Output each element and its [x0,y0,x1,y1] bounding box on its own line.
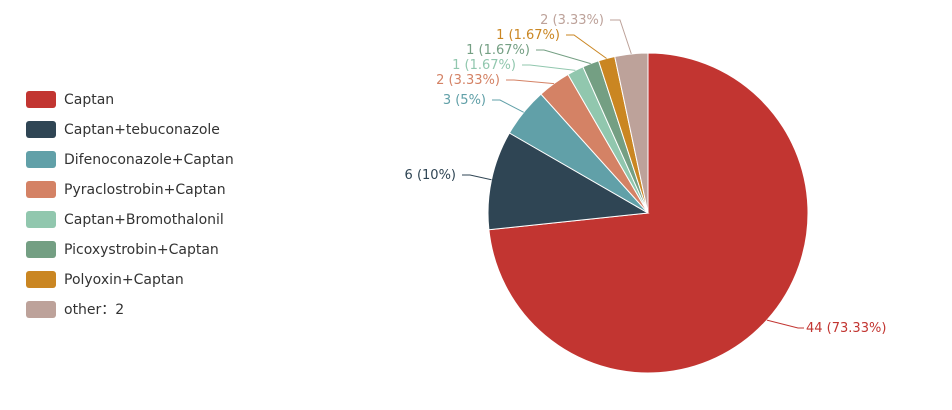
legend-item-5[interactable]: Captan+Bromothalonil [26,211,224,228]
legend-swatch-7 [26,271,56,288]
legend-item-3[interactable]: Difenoconazole+Captan [26,151,234,168]
legend-item-6[interactable]: Picoxystrobin+Captan [26,241,219,258]
legend-label-2: Captan+tebuconazole [64,122,220,138]
legend-item-1[interactable]: Captan [26,91,114,108]
slice-label-6: 1 (1.67%) [466,43,530,58]
legend-swatch-6 [26,241,56,258]
legend-swatch-5 [26,211,56,228]
slice-leader-lines [462,19,804,329]
legend-label-3: Difenoconazole+Captan [64,152,234,168]
legend: Captan Captan+tebuconazole Difenoconazole+… [26,91,234,318]
leader-line-5 [522,64,576,71]
legend-swatch-3 [26,151,56,168]
legend-item-7[interactable]: Polyoxin+Captan [26,271,184,288]
slice-label-4: 2 (3.33%) [436,73,500,88]
slice-label-1: 44 (73.33%) [806,321,886,336]
slice-label-7: 1 (1.67%) [496,28,560,43]
leader-line-6 [536,49,591,65]
leader-line-7 [566,34,607,59]
slice-label-8: 2 (3.33%) [540,13,604,28]
pie-slices [487,52,809,374]
legend-swatch-2 [26,121,56,138]
legend-item-2[interactable]: Captan+tebuconazole [26,121,220,138]
legend-label-8: other：2 [64,302,124,318]
slice-label-2: 6 (10%) [405,168,456,183]
legend-label-6: Picoxystrobin+Captan [64,242,219,258]
legend-swatch-4 [26,181,56,198]
slice-labels: 44 (73.33%)6 (10%)3 (5%)2 (3.33%)1 (1.67… [405,13,887,336]
leader-line-2 [462,174,492,181]
leader-line-8 [610,19,632,55]
legend-label-5: Captan+Bromothalonil [64,212,224,228]
leader-line-3 [492,99,524,113]
slice-label-5: 1 (1.67%) [452,58,516,73]
legend-swatch-1 [26,91,56,108]
leader-line-1 [766,319,804,329]
legend-item-8[interactable]: other：2 [26,301,124,318]
legend-item-4[interactable]: Pyraclostrobin+Captan [26,181,226,198]
legend-swatch-8 [26,301,56,318]
legend-label-7: Polyoxin+Captan [64,272,184,288]
slice-label-3: 3 (5%) [443,93,486,108]
legend-label-4: Pyraclostrobin+Captan [64,182,226,198]
legend-label-1: Captan [64,92,114,108]
leader-line-4 [506,79,555,85]
pie-slice-2 [487,132,650,231]
